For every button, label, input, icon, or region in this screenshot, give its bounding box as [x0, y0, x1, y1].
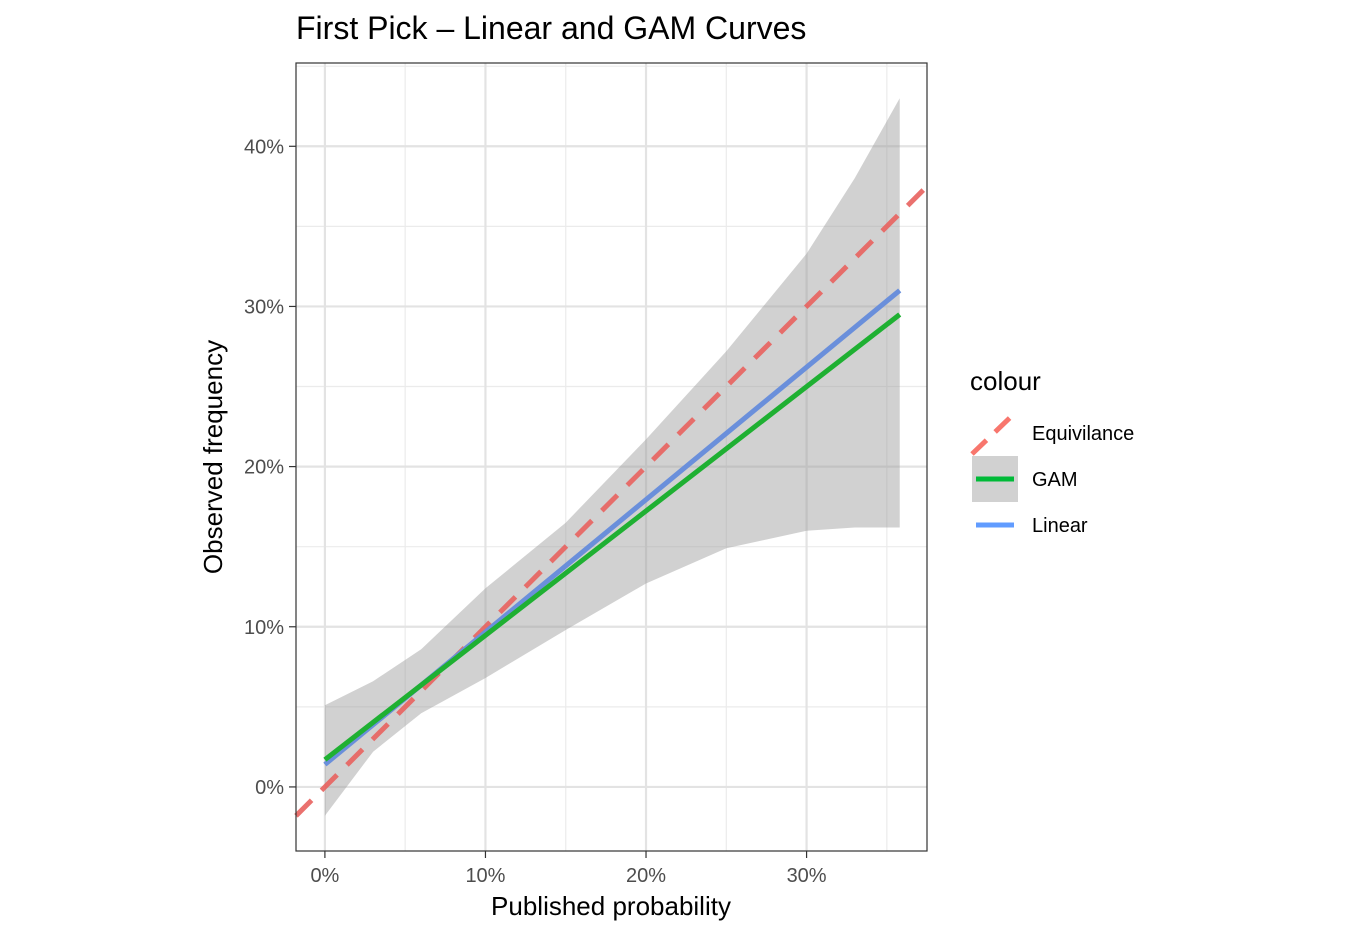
- y-tick-label: 0%: [255, 777, 284, 799]
- legend-entry-linear: Linear: [976, 515, 1088, 537]
- x-axis-title: Published probability: [491, 891, 731, 921]
- legend-entry-gam: GAM: [972, 456, 1078, 502]
- gam-confidence-band: [324, 98, 900, 816]
- x-tick-label: 10%: [465, 865, 505, 887]
- minor-gridlines: [296, 63, 927, 851]
- legend-title: colour: [970, 366, 1041, 396]
- legend-entries: Equivilance GAM Linear: [970, 408, 1134, 537]
- legend-label: Equivilance: [1032, 423, 1134, 445]
- y-tick-label: 30%: [244, 296, 284, 318]
- legend-label: Linear: [1032, 515, 1088, 537]
- legend-label: GAM: [1032, 469, 1078, 491]
- panel-border: [295, 62, 928, 852]
- legend-entry-equivilance: Equivilance: [970, 408, 1134, 456]
- y-axis-title: Observed frequency: [198, 340, 228, 574]
- y-tick-label: 40%: [244, 136, 284, 158]
- y-tick-label: 10%: [244, 617, 284, 639]
- x-tick-label: 0%: [310, 865, 339, 887]
- legend: colour Equivilance GAM Linear: [970, 366, 1134, 537]
- y-axis: 0% 10% 20% 30% 40%: [244, 136, 296, 799]
- series-line-gam: [323, 312, 902, 762]
- series-layer: [294, 98, 929, 818]
- series-line-equivilance: [294, 184, 929, 818]
- x-tick-label: 20%: [626, 865, 666, 887]
- chart-title: First Pick – Linear and GAM Curves: [296, 10, 806, 46]
- plot-panel: [294, 62, 929, 852]
- legend-key-line: [970, 408, 1020, 456]
- major-gridlines: [296, 63, 927, 851]
- x-axis: 0% 10% 20% 30%: [310, 851, 827, 887]
- y-tick-label: 20%: [244, 457, 284, 479]
- x-tick-label: 30%: [787, 865, 827, 887]
- panel-background: [296, 63, 927, 851]
